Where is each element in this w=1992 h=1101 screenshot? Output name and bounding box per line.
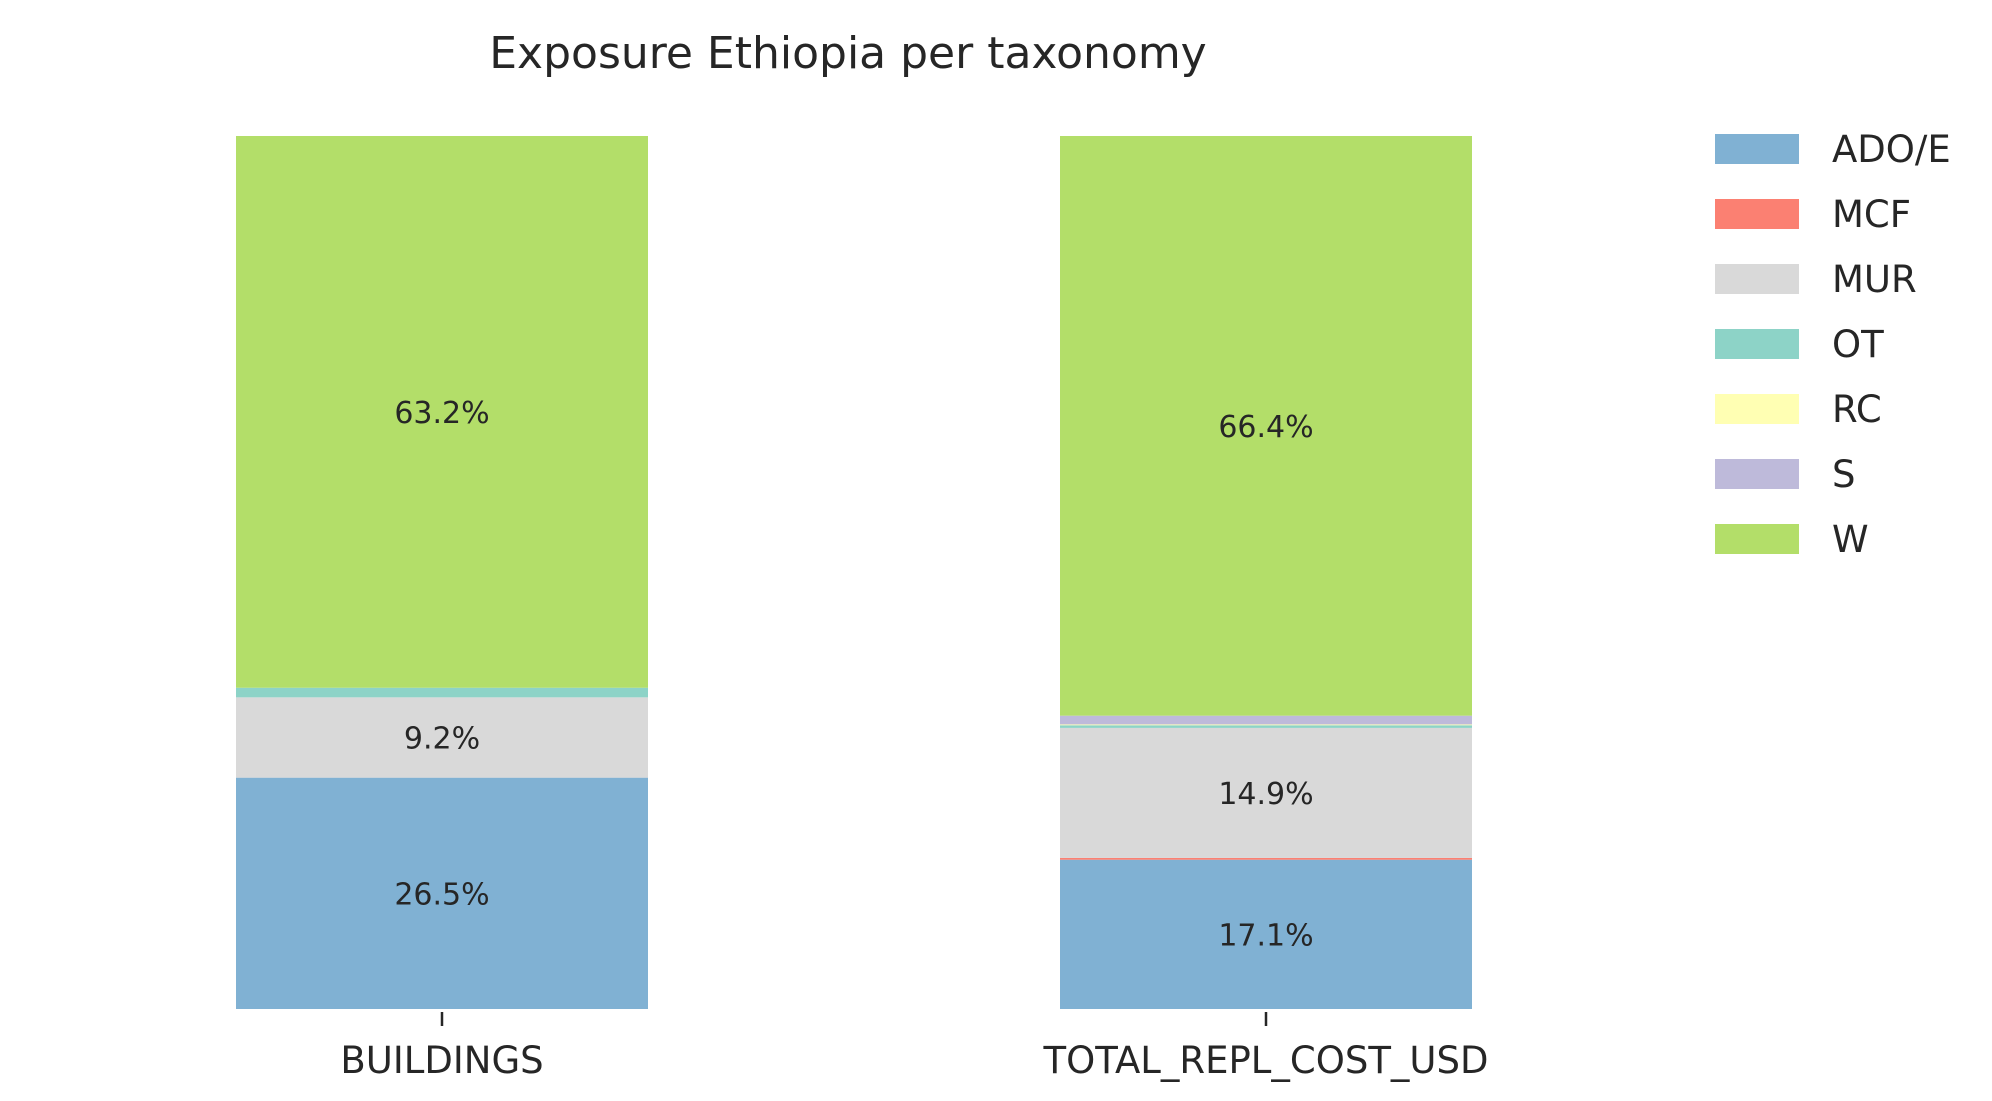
legend-swatch-ot [1715, 329, 1799, 359]
legend-label: RC [1832, 388, 1882, 431]
bar-segment-total-repl-cost-usd-ot [1060, 725, 1472, 728]
bar-segment-total-repl-cost-usd-s [1060, 715, 1472, 725]
bar-segment-total-repl-cost-usd-rc [1060, 724, 1472, 726]
bar-value-label: 63.2% [394, 396, 489, 431]
legend-swatch-mur [1715, 264, 1799, 294]
bar-segment-buildings-mur [236, 697, 648, 778]
legend-swatch-mcf [1715, 199, 1799, 229]
legend-label: ADO/E [1832, 128, 1951, 171]
legend: ADO/E MCF MUR OT RC SW [1715, 128, 1951, 561]
legend-swatch-w [1715, 524, 1799, 554]
chart-title: Exposure Ethiopia per taxonomy [489, 28, 1206, 79]
bar-value-label: 14.9% [1218, 777, 1313, 812]
legend-label: MUR [1832, 258, 1917, 301]
legend-label: OT [1832, 323, 1884, 366]
bar-segment-buildings-w [236, 136, 648, 688]
legend-swatch-rc [1715, 394, 1799, 424]
bar-segment-total-repl-cost-usd-mcf [1060, 857, 1472, 860]
bars-layer [236, 136, 1472, 1009]
bar-value-label: 26.5% [394, 877, 489, 912]
bar-segment-buildings-ot [236, 687, 648, 698]
legend-label: MCF [1832, 193, 1911, 236]
bar-segment-buildings-ado-e [236, 777, 648, 1009]
bar-labels-layer: 26.5% 9.2% 63.2% 17.1% 14.9% 66.4% [394, 396, 1313, 953]
legend-swatch-s [1715, 459, 1799, 489]
legend-swatch-ado-e [1715, 134, 1799, 164]
x-tick-label: TOTAL_REPL_COST_USD [1043, 1039, 1489, 1082]
bar-segment-total-repl-cost-usd-w [1060, 136, 1472, 716]
legend-label: W [1832, 518, 1869, 561]
bar-segment-total-repl-cost-usd-ado-e [1060, 859, 1472, 1009]
x-tick-label: BUILDINGS [340, 1039, 543, 1082]
bar-value-label: 66.4% [1218, 410, 1313, 445]
bar-segment-total-repl-cost-usd-mur [1060, 727, 1472, 858]
x-axis: BUILDINGS TOTAL_REPL_COST_USD [340, 1012, 1489, 1082]
bar-value-label: 9.2% [404, 721, 480, 756]
bar-value-label: 17.1% [1218, 918, 1313, 953]
legend-label: S [1832, 453, 1856, 496]
